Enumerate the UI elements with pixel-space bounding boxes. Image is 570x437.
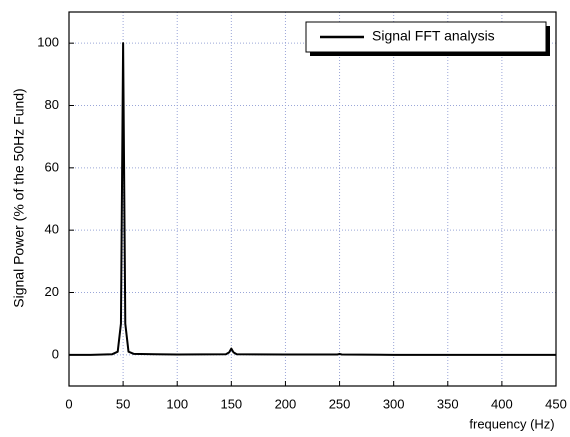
x-tick-label: 100 — [166, 396, 188, 411]
legend-label: Signal FFT analysis — [372, 28, 495, 44]
plot-frame — [68, 11, 557, 387]
y-tick-label: 40 — [45, 222, 59, 237]
x-tick-label: 450 — [545, 396, 567, 411]
x-tick-label: 200 — [275, 396, 297, 411]
x-tick-label: 350 — [437, 396, 459, 411]
x-tick-label: 300 — [383, 396, 405, 411]
y-tick-label: 80 — [45, 97, 59, 112]
x-tick-label: 250 — [329, 396, 351, 411]
y-axis-label: Signal Power (% of the 50Hz Fund) — [11, 88, 27, 307]
y-tick-label: 20 — [45, 284, 59, 299]
x-tick-label: 400 — [491, 396, 513, 411]
x-axis-label: frequency (Hz) — [469, 416, 554, 431]
y-tick-label: 0 — [52, 346, 59, 361]
x-tick-label: 0 — [65, 396, 72, 411]
x-tick-label: 50 — [116, 396, 130, 411]
y-tick-label: 100 — [37, 35, 59, 50]
series-line — [69, 42, 556, 356]
x-tick-label: 150 — [220, 396, 242, 411]
y-tick-label: 60 — [45, 159, 59, 174]
